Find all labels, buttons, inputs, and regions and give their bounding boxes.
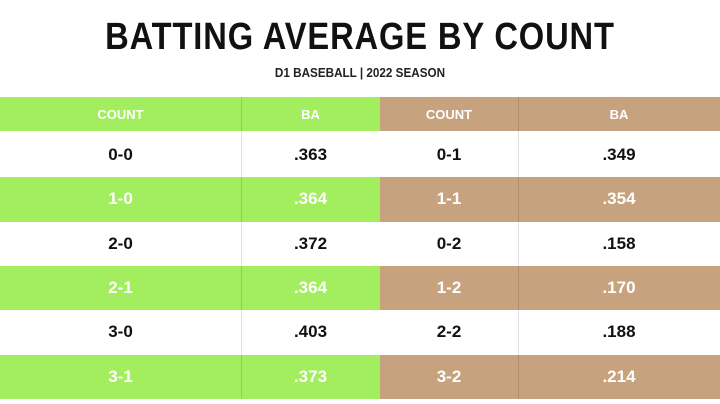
table-cell: 2-2 (380, 310, 518, 355)
table-cell: 2-0 (0, 221, 241, 266)
table-cell: .354 (518, 177, 720, 222)
table-cell: 3-1 (0, 354, 241, 399)
table-cell: .372 (241, 221, 380, 266)
table-cell: 0-2 (380, 221, 518, 266)
table-cell: .363 (241, 133, 380, 178)
table-cell: .349 (518, 133, 720, 178)
table: COUNT BA COUNT BA 0-0.363 0-1.349 1-0.364 1-1.3… (0, 97, 720, 399)
table-cell: 1-0 (0, 177, 241, 222)
title: BATTING AVERAGE BY COUNT (105, 16, 615, 58)
table-cell: 1-1 (380, 177, 518, 222)
table-cell: .364 (241, 265, 380, 311)
column-divider (518, 97, 519, 399)
column-header: COUNT (380, 97, 518, 131)
table-cell: .158 (518, 221, 720, 266)
table-cell: .170 (518, 265, 720, 311)
table-cell: 0-1 (380, 133, 518, 178)
table-cell: .214 (518, 354, 720, 399)
table-cell: .403 (241, 310, 380, 355)
column-header: COUNT (0, 97, 241, 131)
table-cell: 3-2 (380, 354, 518, 399)
table-cell: .373 (241, 354, 380, 399)
table-cell: .188 (518, 310, 720, 355)
column-header: BA (241, 97, 380, 131)
column-divider (241, 97, 242, 399)
column-header: BA (518, 97, 720, 131)
table-cell: 0-0 (0, 133, 241, 178)
table-cell: .364 (241, 177, 380, 222)
subtitle: D1 BASEBALL | 2022 SEASON (274, 65, 446, 80)
table-cell: 1-2 (380, 265, 518, 311)
table-cell: 3-0 (0, 310, 241, 355)
table-cell: 2-1 (0, 265, 241, 311)
